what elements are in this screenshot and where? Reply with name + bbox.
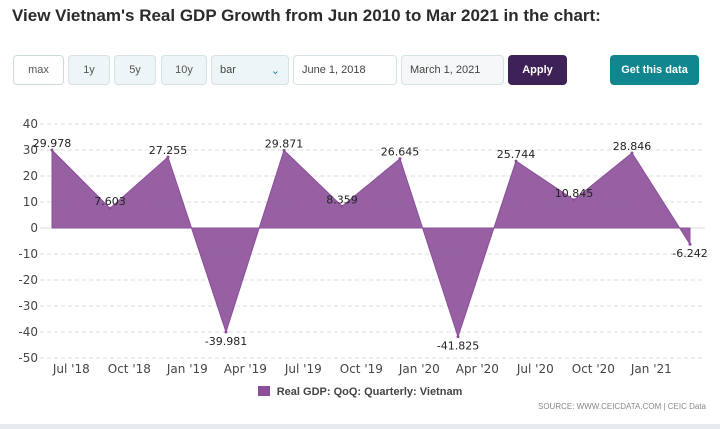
data-label: -39.981 <box>205 335 247 348</box>
get-data-button[interactable]: Get this data <box>610 55 699 85</box>
legend-swatch <box>257 386 270 396</box>
y-tick-label: 0 <box>30 221 38 235</box>
data-label: 8.359 <box>326 193 358 206</box>
range-max-button[interactable]: max <box>13 55 64 85</box>
x-tick-label: Oct '20 <box>572 362 615 376</box>
y-tick-label: 10 <box>23 195 38 209</box>
data-label: 7.603 <box>94 195 126 208</box>
gdp-area-chart: 40 30 20 10 0 -10 -20 -30 -40 -50 29.978 7.603 27.25… <box>18 117 707 376</box>
data-point <box>282 148 286 152</box>
x-tick-label: Apr '19 <box>224 362 267 376</box>
y-tick-label: 30 <box>23 143 38 157</box>
data-point <box>166 155 170 159</box>
start-date-input[interactable]: June 1, 2018 <box>293 55 397 85</box>
x-tick-label: Jul '18 <box>52 362 90 376</box>
apply-button[interactable]: Apply <box>508 55 567 85</box>
chart-type-value: bar <box>220 64 236 76</box>
data-label: 28.846 <box>613 140 652 153</box>
range-5y-button[interactable]: 5y <box>114 55 156 85</box>
x-tick-label: Jan '20 <box>398 362 440 376</box>
x-tick-label: Jan '21 <box>630 362 672 376</box>
data-point <box>688 242 692 246</box>
data-point <box>572 198 576 202</box>
data-point <box>398 157 402 161</box>
data-point <box>50 148 54 152</box>
legend-label: Real GDP: QoQ: Quarterly: Vietnam <box>276 386 463 398</box>
data-label: -41.825 <box>437 340 479 353</box>
x-tick-label: Apr '20 <box>456 362 499 376</box>
bottom-divider <box>0 424 720 429</box>
chart-type-select[interactable]: bar ⌄ <box>211 55 289 85</box>
chart-controls: max 1y 5y 10y bar ⌄ June 1, 2018 March 1… <box>0 55 720 87</box>
data-point <box>456 335 460 339</box>
data-label: 10.845 <box>555 187 594 200</box>
y-tick-label: -40 <box>18 325 38 339</box>
y-tick-label: -30 <box>18 299 38 313</box>
data-label: 29.871 <box>265 137 304 150</box>
y-tick-label: 40 <box>23 117 38 131</box>
x-tick-label: Oct '19 <box>340 362 383 376</box>
range-10y-button[interactable]: 10y <box>161 55 207 85</box>
data-point <box>224 330 228 334</box>
end-date-input[interactable]: March 1, 2021 <box>401 55 504 85</box>
source-note: SOURCE: WWW.CEICDATA.COM | CEIC Data <box>537 402 706 411</box>
y-tick-label: -20 <box>18 273 38 287</box>
x-tick-label: Jan '19 <box>166 362 208 376</box>
data-label: 26.645 <box>381 146 420 159</box>
data-point <box>630 151 634 155</box>
y-tick-label: -50 <box>18 351 38 365</box>
data-label: -6.242 <box>672 247 707 260</box>
chart-legend[interactable]: Real GDP: QoQ: Quarterly: Vietnam <box>0 386 720 398</box>
chevron-down-icon: ⌄ <box>270 64 280 77</box>
data-point <box>514 159 518 163</box>
data-point <box>108 206 112 210</box>
range-1y-button[interactable]: 1y <box>68 55 110 85</box>
series-area <box>51 148 691 339</box>
x-tick-label: Oct '18 <box>108 362 151 376</box>
x-tick-label: Jul '19 <box>284 362 322 376</box>
data-point <box>340 204 344 208</box>
y-tick-label: 20 <box>23 169 38 183</box>
y-tick-label: -10 <box>18 247 38 261</box>
x-tick-label: Jul '20 <box>516 362 554 376</box>
data-label: 27.255 <box>149 144 188 157</box>
data-label: 29.978 <box>33 137 72 150</box>
page-title: View Vietnam's Real GDP Growth from Jun … <box>12 6 601 25</box>
data-label: 25.744 <box>497 148 536 161</box>
